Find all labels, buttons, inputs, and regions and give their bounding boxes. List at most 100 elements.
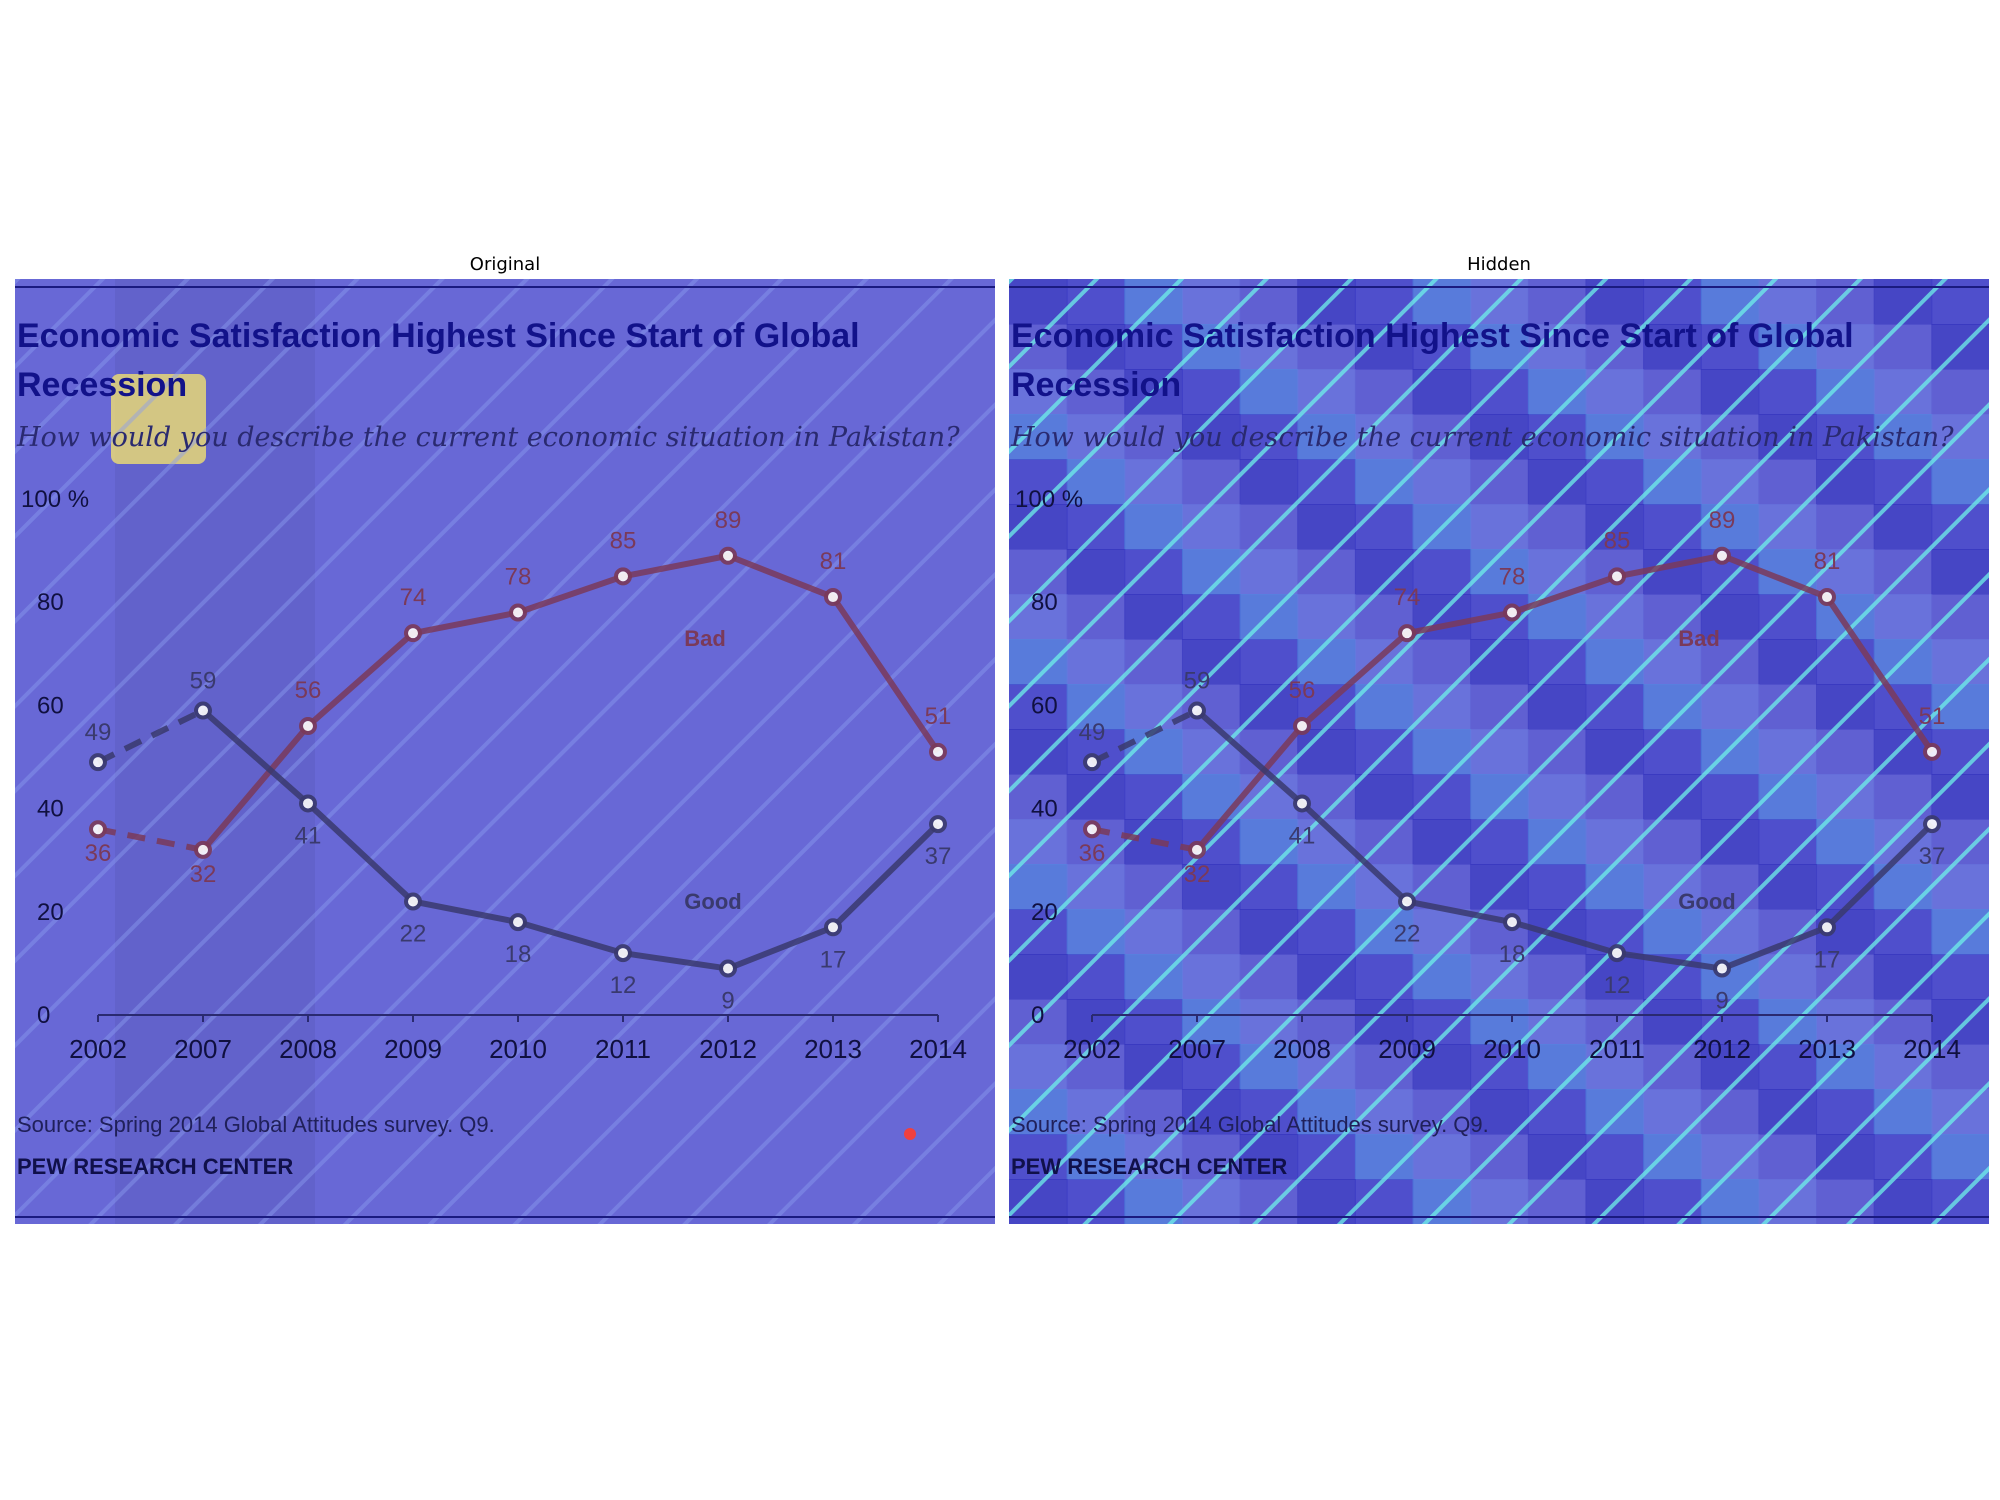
data-label: 85: [610, 527, 637, 554]
x-tick-label: 2007: [1168, 1034, 1226, 1064]
data-label: 18: [1499, 941, 1526, 968]
x-tick-label: 2013: [804, 1034, 862, 1064]
data-point: [1293, 794, 1311, 813]
series-bad-dashed-segment: [1091, 826, 1198, 853]
data-point: [509, 603, 527, 622]
heatmap-stripes: [15, 279, 995, 1224]
data-point: [89, 820, 107, 839]
data-point: [824, 918, 842, 937]
data-point: [614, 567, 632, 586]
data-point: [1818, 918, 1836, 937]
data-point: [1608, 567, 1626, 586]
series-good-line: [1195, 708, 1935, 972]
y-tick-label-100: 100 %: [1015, 486, 1083, 513]
x-tick-label: 2002: [1063, 1034, 1121, 1064]
data-point: [1923, 742, 1941, 761]
y-tick-label: 60: [37, 692, 64, 719]
data-label: 51: [1919, 703, 1946, 730]
data-label: 59: [1184, 668, 1211, 695]
data-label: 81: [820, 548, 847, 575]
data-point: [1188, 701, 1206, 720]
series-name-bad: Bad: [1678, 626, 1720, 651]
data-label: 36: [1079, 840, 1106, 867]
org-credit: PEW RESEARCH CENTER: [17, 1154, 293, 1179]
data-label: 37: [925, 843, 952, 870]
data-label: 9: [1715, 988, 1728, 1015]
x-tick-label: 2011: [1589, 1034, 1645, 1064]
data-point: [89, 753, 107, 772]
data-label: 74: [400, 584, 427, 611]
data-label: 51: [925, 703, 952, 730]
data-label: 17: [820, 946, 847, 973]
data-label: 17: [1814, 946, 1841, 973]
data-label: 56: [295, 677, 322, 704]
data-point: [1818, 588, 1836, 607]
data-label: 85: [1604, 527, 1631, 554]
series-good-dashed-segment: [1090, 707, 1199, 765]
data-label: 78: [1499, 564, 1526, 591]
data-point: [1923, 815, 1941, 834]
source-note: Source: Spring 2014 Global Attitudes sur…: [17, 1112, 495, 1137]
chart-title-line2: Recession: [1011, 366, 1181, 404]
y-tick-label: 0: [37, 1002, 50, 1029]
x-tick-label: 2009: [1378, 1034, 1436, 1064]
y-tick-label: 80: [1031, 589, 1058, 616]
chart-title-line2: Recession: [17, 366, 187, 404]
data-point: [1293, 717, 1311, 736]
data-label: 9: [721, 988, 734, 1015]
original-chart-panel: Economic Satisfaction Highest Since Star…: [15, 279, 995, 1224]
chart-subtitle: How would you describe the current econo…: [1010, 422, 1954, 453]
x-tick-label: 2010: [489, 1034, 547, 1064]
series-name-good: Good: [1678, 889, 1735, 914]
data-point: [614, 944, 632, 963]
data-label: 89: [715, 507, 742, 534]
data-point: [1398, 892, 1416, 911]
y-tick-label-100: 100 %: [21, 486, 89, 513]
data-point: [194, 840, 212, 859]
data-point: [1503, 913, 1521, 932]
chart-title-line1: Economic Satisfaction Highest Since Star…: [1011, 317, 1854, 355]
data-point: [299, 794, 317, 813]
x-tick-label: 2002: [69, 1034, 127, 1064]
original-chart-svg: Economic Satisfaction Highest Since Star…: [15, 279, 995, 1224]
data-point: [1083, 753, 1101, 772]
data-point: [719, 959, 737, 978]
data-label: 49: [85, 719, 112, 746]
org-credit: PEW RESEARCH CENTER: [1011, 1154, 1287, 1179]
hidden-chart-panel: Economic Satisfaction Highest Since Star…: [1009, 279, 1989, 1224]
data-label: 81: [1814, 548, 1841, 575]
data-label: 12: [610, 972, 637, 999]
data-point: [404, 624, 422, 643]
data-label: 41: [295, 822, 322, 849]
chart-title-line1: Economic Satisfaction Highest Since Star…: [17, 317, 860, 355]
data-point: [1398, 624, 1416, 643]
x-tick-label: 2013: [1798, 1034, 1856, 1064]
data-point: [719, 546, 737, 565]
x-tick-label: 2007: [174, 1034, 232, 1064]
x-tick-label: 2014: [909, 1034, 967, 1064]
y-tick-label: 80: [37, 589, 64, 616]
data-point: [1713, 959, 1731, 978]
x-tick-label: 2012: [1693, 1034, 1751, 1064]
y-tick-label: 60: [1031, 692, 1058, 719]
x-tick-label: 2008: [279, 1034, 337, 1064]
y-tick-label: 40: [37, 796, 64, 823]
data-point: [404, 892, 422, 911]
x-tick-label: 2008: [1273, 1034, 1331, 1064]
data-label: 89: [1709, 507, 1736, 534]
data-point: [194, 701, 212, 720]
series-name-bad: Bad: [684, 626, 726, 651]
data-label: 12: [1604, 972, 1631, 999]
data-point: [1188, 840, 1206, 859]
right-panel-title: Hidden: [1467, 254, 1531, 275]
left-panel-title: Original: [469, 254, 541, 275]
series-bad-line: [1194, 552, 1935, 852]
series-good-line: [201, 708, 941, 972]
series-name-good: Good: [684, 889, 741, 914]
data-label: 49: [1079, 719, 1106, 746]
data-label: 59: [190, 668, 217, 695]
data-label: 56: [1289, 677, 1316, 704]
data-label: 22: [400, 920, 427, 947]
x-tick-label: 2009: [384, 1034, 442, 1064]
x-tick-label: 2012: [699, 1034, 757, 1064]
